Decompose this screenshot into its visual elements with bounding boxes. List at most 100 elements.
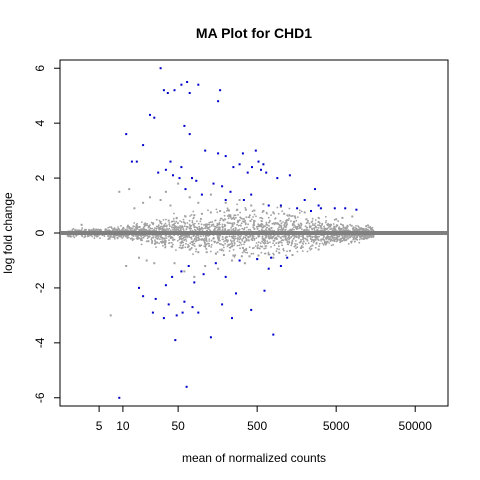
cloud-point	[178, 227, 181, 229]
significant-point	[151, 311, 154, 314]
cloud-point	[248, 214, 251, 217]
cloud-point	[189, 228, 192, 230]
cloud-point	[244, 236, 247, 239]
significant-point	[191, 177, 193, 180]
cloud-point	[162, 245, 164, 247]
cloud-point	[189, 242, 192, 245]
cloud-point	[126, 225, 129, 228]
cloud-point	[148, 235, 151, 238]
cloud-point	[276, 235, 279, 237]
cloud-point	[223, 246, 225, 249]
nonsignificant-point	[135, 225, 138, 228]
cloud-point	[286, 223, 289, 226]
cloud-point	[168, 223, 171, 226]
cloud-point	[155, 246, 157, 249]
significant-point	[224, 199, 227, 201]
cloud-point	[264, 225, 266, 228]
cloud-point	[81, 227, 84, 230]
cloud-point	[309, 245, 312, 248]
cloud-point	[235, 227, 237, 230]
nonsignificant-point	[138, 256, 140, 259]
cloud-point	[170, 220, 173, 223]
cloud-point	[306, 240, 309, 242]
significant-point	[257, 160, 260, 163]
significant-point	[267, 204, 270, 207]
nonsignificant-point	[272, 256, 275, 259]
cloud-point	[223, 240, 225, 243]
cloud-point	[121, 237, 124, 239]
cloud-point	[263, 247, 266, 250]
cloud-point	[203, 245, 206, 248]
nonsignificant-point	[278, 251, 281, 254]
cloud-point	[231, 222, 233, 225]
cloud-point	[260, 225, 263, 228]
cloud-point	[221, 226, 224, 229]
significant-point	[217, 152, 220, 155]
cloud-point	[268, 237, 271, 240]
cloud-point	[73, 236, 76, 239]
nonsignificant-point	[164, 190, 167, 193]
cloud-point	[333, 226, 336, 229]
cloud-point	[165, 218, 167, 221]
cloud-point	[241, 251, 244, 254]
cloud-point	[294, 217, 297, 220]
cloud-point	[288, 207, 291, 210]
cloud-point	[202, 235, 205, 237]
nonsignificant-point	[188, 196, 191, 199]
cloud-point	[216, 222, 219, 225]
cloud-point	[182, 236, 185, 239]
cloud-point	[233, 218, 236, 221]
cloud-point	[162, 237, 165, 240]
cloud-point	[263, 240, 266, 243]
cloud-point	[323, 225, 325, 228]
cloud-point	[324, 243, 327, 246]
significant-point	[260, 168, 262, 171]
cloud-point	[269, 229, 271, 232]
cloud-point	[324, 227, 327, 230]
cloud-point	[281, 229, 284, 231]
cloud-point	[236, 244, 239, 247]
cloud-point	[265, 221, 268, 224]
cloud-point	[268, 219, 271, 222]
cloud-point	[154, 227, 156, 230]
cloud-point	[231, 245, 234, 248]
cloud-point	[84, 235, 87, 238]
cloud-point	[336, 237, 339, 239]
cloud-point	[289, 215, 291, 217]
cloud-point	[215, 208, 218, 211]
cloud-point	[293, 224, 296, 227]
cloud-point	[216, 236, 219, 239]
significant-point	[235, 292, 237, 295]
cloud-point	[361, 235, 363, 238]
cloud-point	[273, 239, 276, 242]
cloud-point	[238, 244, 241, 247]
cloud-point	[310, 240, 313, 243]
cloud-point	[203, 224, 205, 226]
cloud-point	[237, 224, 240, 227]
cloud-point	[351, 240, 353, 243]
cloud-point	[284, 225, 287, 228]
cloud-point	[236, 203, 239, 206]
cloud-point	[277, 212, 280, 215]
cloud-point	[208, 244, 211, 247]
cloud-point	[372, 229, 375, 232]
cloud-point	[209, 226, 211, 228]
nonsignificant-point	[159, 221, 162, 223]
cloud-point	[271, 237, 273, 240]
cloud-point	[233, 244, 236, 247]
nonsignificant-point	[355, 228, 358, 231]
cloud-point	[358, 226, 360, 229]
cloud-point	[146, 235, 149, 237]
cloud-point	[367, 224, 370, 227]
significant-point	[286, 256, 289, 259]
cloud-point	[183, 225, 186, 228]
significant-point	[246, 171, 249, 174]
cloud-point	[249, 235, 252, 238]
cloud-point	[193, 242, 196, 245]
cloud-point	[175, 228, 178, 231]
x-tick-label: 50	[171, 419, 185, 433]
cloud-point	[324, 215, 327, 218]
cloud-point	[224, 218, 226, 221]
cloud-point	[218, 234, 220, 237]
cloud-point	[204, 243, 207, 246]
